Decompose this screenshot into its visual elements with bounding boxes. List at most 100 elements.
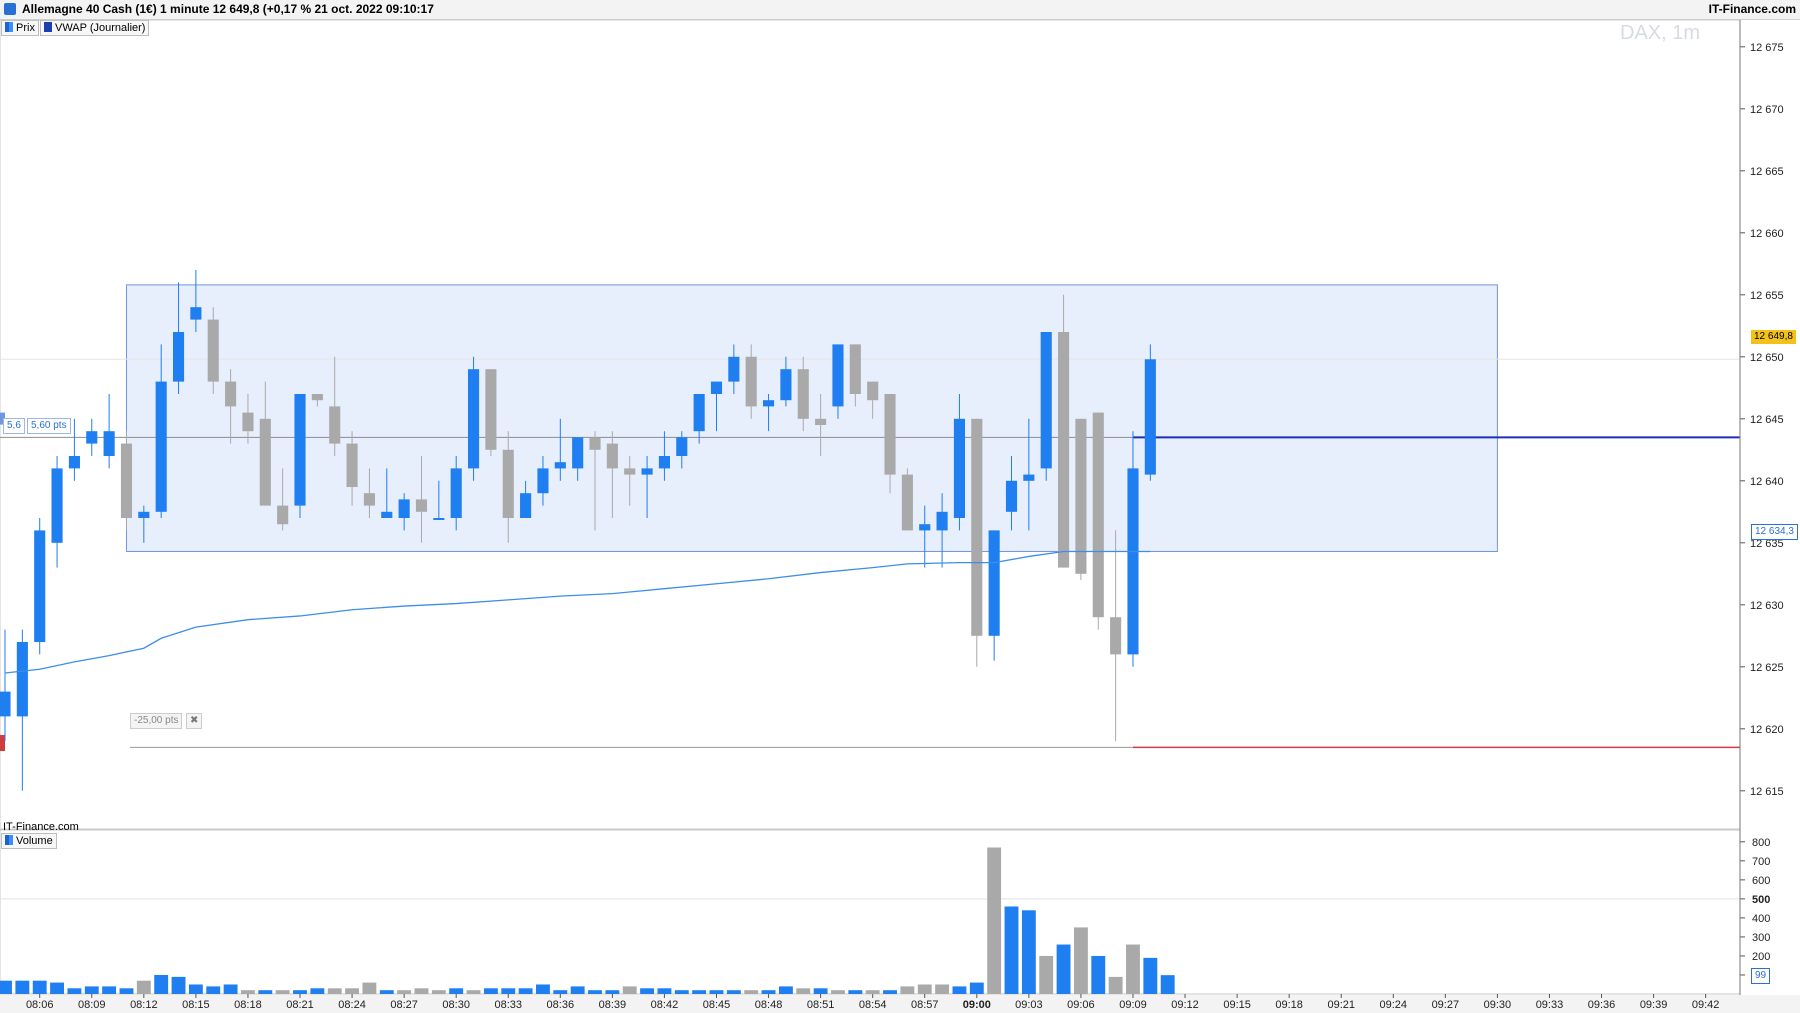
time-axis-label: 08:09: [78, 999, 106, 1011]
volume-bar: [188, 984, 203, 994]
time-axis-label: 09:06: [1067, 999, 1095, 1011]
volume-axis-label: 500: [1752, 894, 1770, 906]
time-axis-label: 08:06: [26, 999, 54, 1011]
candle-body: [34, 530, 46, 642]
range-short-tag[interactable]: 5,6: [3, 418, 25, 434]
candle-body: [103, 431, 115, 456]
candle-body: [172, 332, 185, 382]
header-brand[interactable]: IT-Finance.com: [1708, 2, 1796, 16]
volume-bar: [657, 988, 672, 994]
volume-bar: [935, 984, 950, 994]
legend-vwap-label: VWAP (Journalier): [55, 22, 146, 34]
time-axis-label: 09:21: [1327, 999, 1355, 1011]
volume-bar: [709, 990, 724, 994]
price-axis-label: 12 635: [1750, 538, 1784, 550]
volume-bar: [119, 988, 134, 994]
price-axis-label: 12 655: [1750, 290, 1784, 302]
legend-volume-label: Volume: [16, 835, 53, 847]
candle-body: [745, 356, 757, 407]
stop-close-icon[interactable]: ✖: [186, 713, 203, 729]
time-axis-label: 08:24: [338, 999, 366, 1011]
candle-body: [867, 381, 879, 401]
time-axis-label: 09:24: [1380, 999, 1408, 1011]
candle-body: [1144, 359, 1156, 475]
candle-body: [1092, 412, 1104, 618]
candle-body: [676, 437, 688, 456]
volume-bar: [570, 986, 585, 994]
price-axis-label: 12 670: [1750, 104, 1784, 116]
volume-bar: [813, 988, 828, 994]
legend-volume[interactable]: Volume: [1, 833, 57, 849]
volume-bar: [1056, 944, 1071, 994]
volume-bar: [1091, 955, 1106, 994]
volume-bar: [466, 990, 481, 994]
candle-swatch-icon: [5, 22, 13, 32]
volume-bar: [397, 990, 412, 994]
candle-body: [832, 344, 844, 407]
time-axis-label: 09:03: [1015, 999, 1043, 1011]
time-axis-label: 08:27: [390, 999, 418, 1011]
candle-body: [120, 443, 133, 518]
price-axis-label: 12 645: [1750, 414, 1784, 426]
price-axis-label: 12 640: [1750, 476, 1784, 488]
candle-body: [16, 642, 28, 717]
volume-bar: [726, 990, 741, 994]
volume-bar: [796, 988, 811, 994]
volume-axis-label: 200: [1752, 951, 1770, 963]
candle-body: [693, 394, 705, 432]
time-axis-label: 08:51: [807, 999, 835, 1011]
candle-body: [780, 369, 792, 401]
time-axis-label: 08:54: [859, 999, 887, 1011]
volume-bar: [744, 990, 759, 994]
stop-marker: [0, 735, 5, 751]
candle-body: [589, 437, 601, 450]
range-marker: [0, 412, 5, 425]
volume-bar: [778, 986, 793, 994]
volume-bar: [258, 990, 273, 994]
volume-bar: [414, 988, 429, 994]
volume-bar: [136, 980, 151, 994]
time-axis-label: 08:42: [651, 999, 679, 1011]
candle-body: [537, 468, 549, 494]
vwap-line: [4, 550, 1151, 674]
time-axis-band: [0, 995, 1800, 1013]
candle-body: [763, 400, 775, 407]
volume-bar: [67, 988, 82, 994]
volume-bar: [518, 988, 533, 994]
time-axis-label: 08:39: [599, 999, 627, 1011]
candle-body: [884, 394, 896, 475]
candle-body: [1005, 480, 1018, 512]
chart-title: Allemagne 40 Cash (1€) 1 minute 12 649,8…: [22, 2, 434, 16]
time-axis-label: 08:30: [442, 999, 470, 1011]
candle-body: [86, 431, 98, 444]
stop-points-tag[interactable]: -25,00 pts: [130, 713, 183, 729]
volume-bar: [952, 986, 967, 994]
range-box: [125, 284, 1498, 552]
volume-bar: [692, 990, 707, 994]
candle-body: [467, 369, 480, 469]
time-axis-label: 09:39: [1640, 999, 1668, 1011]
volume-bar: [969, 982, 984, 994]
volume-bar: [431, 990, 446, 994]
watermark: DAX, 1m: [1620, 22, 1701, 44]
volume-bar: [310, 988, 325, 994]
candle-body: [433, 518, 445, 520]
volume-bar: [154, 974, 169, 994]
time-axis-label: 09:30: [1484, 999, 1512, 1011]
price-axis-label: 12 650: [1750, 352, 1784, 364]
volume-bar: [15, 980, 30, 994]
volume-bar: [1004, 906, 1019, 994]
price-axis-label: 12 630: [1750, 600, 1784, 612]
range-points-tag[interactable]: 5,60 pts: [27, 418, 71, 434]
candle-body: [919, 524, 931, 531]
price-axis-label: 12 675: [1750, 42, 1784, 54]
time-axis-label: 08:21: [286, 999, 314, 1011]
time-axis-label: 08:18: [234, 999, 262, 1011]
candle-body: [225, 381, 237, 407]
footer-brand: IT-Finance.com: [3, 821, 79, 833]
candle-body: [138, 511, 150, 518]
legend-price-label: Prix: [16, 22, 35, 34]
candle-body: [363, 493, 375, 506]
candle-body: [1127, 468, 1139, 655]
